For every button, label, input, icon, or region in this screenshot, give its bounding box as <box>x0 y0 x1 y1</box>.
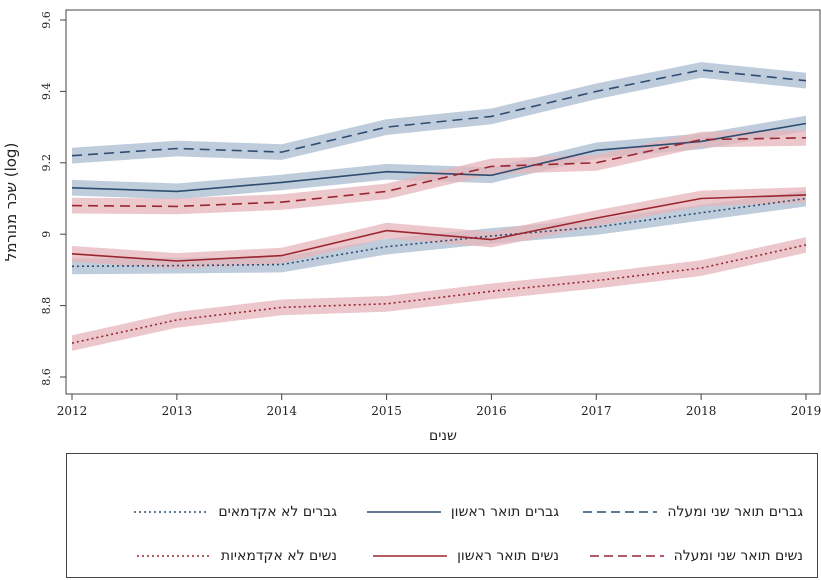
legend-swatch-dashed-red <box>589 555 664 557</box>
legend-label: גברים תואר ראשון <box>450 504 559 520</box>
legend-swatch-dashed-blue <box>583 511 658 513</box>
x-tick-label: 2019 <box>791 404 821 418</box>
legend-item-women-graduate: נשים תואר שני ומעלה <box>589 546 803 566</box>
series-lines <box>71 69 807 344</box>
y-tick-label: 8.8 <box>40 297 53 315</box>
y-tick-label: 9.6 <box>40 11 53 29</box>
confidence-band-0 <box>72 62 806 164</box>
y-tick-label: 9 <box>40 231 53 238</box>
legend-swatch-dotted-blue <box>134 511 209 513</box>
legend-item-men-graduate: גברים תואר שני ומעלה <box>583 502 803 522</box>
legend-label: נשים לא אקדמאיות <box>220 548 337 564</box>
x-tick-label: 2012 <box>57 404 88 418</box>
legend-label: נשים תואר ראשון <box>457 548 559 564</box>
x-axis-label: שנים <box>429 428 457 444</box>
y-tick-label: 9.2 <box>40 154 53 172</box>
confidence-band-3 <box>72 130 806 215</box>
series-line-0 <box>71 69 807 157</box>
y-tick-label: 8.6 <box>40 368 53 386</box>
y-axis: 8.6 8.8 9 9.2 9.4 9.6 <box>40 11 66 386</box>
y-axis-label: שכר מנורמל (log) <box>2 143 20 262</box>
legend-item-men-bachelor: גברים תואר ראשון <box>366 502 559 522</box>
series-line-4 <box>71 194 807 262</box>
confidence-band-4 <box>72 187 806 269</box>
x-tick-label: 2015 <box>371 404 402 418</box>
legend-label: נשים תואר שני ומעלה <box>673 548 803 564</box>
confidence-bands <box>72 62 806 351</box>
confidence-band-5 <box>72 237 806 351</box>
y-tick-label: 9.4 <box>40 83 53 101</box>
chart: 8.68.899.29.49.6 2012 2013 2014 2015 2016 201… <box>2 9 821 444</box>
legend-item-women-non-academic: נשים לא אקדמאיות <box>136 546 337 566</box>
confidence-band-1 <box>72 115 806 200</box>
x-axis: 2012 2013 2014 2015 2016 2017 2018 2019 <box>57 394 821 418</box>
legend: גברים תואר שני ומעלה גברים תואר ראשון גב… <box>66 453 818 578</box>
legend-swatch-solid-blue <box>366 511 441 513</box>
series-line-3 <box>71 137 807 208</box>
plot-frame <box>65 9 821 395</box>
x-tick-label: 2016 <box>476 404 507 418</box>
x-tick-label: 2018 <box>686 404 717 418</box>
legend-item-men-non-academic: גברים לא אקדמאים <box>134 502 337 522</box>
x-tick-label: 2017 <box>581 404 612 418</box>
legend-item-women-bachelor: נשים תואר ראשון <box>373 546 559 566</box>
x-tick-label: 2014 <box>266 404 297 418</box>
legend-swatch-dotted-red <box>136 555 211 557</box>
legend-swatch-solid-red <box>373 555 448 557</box>
legend-label: גברים לא אקדמאים <box>218 504 337 520</box>
legend-label: גברים תואר שני ומעלה <box>667 504 803 520</box>
series-line-5 <box>71 244 807 344</box>
x-tick-label: 2013 <box>162 404 193 418</box>
